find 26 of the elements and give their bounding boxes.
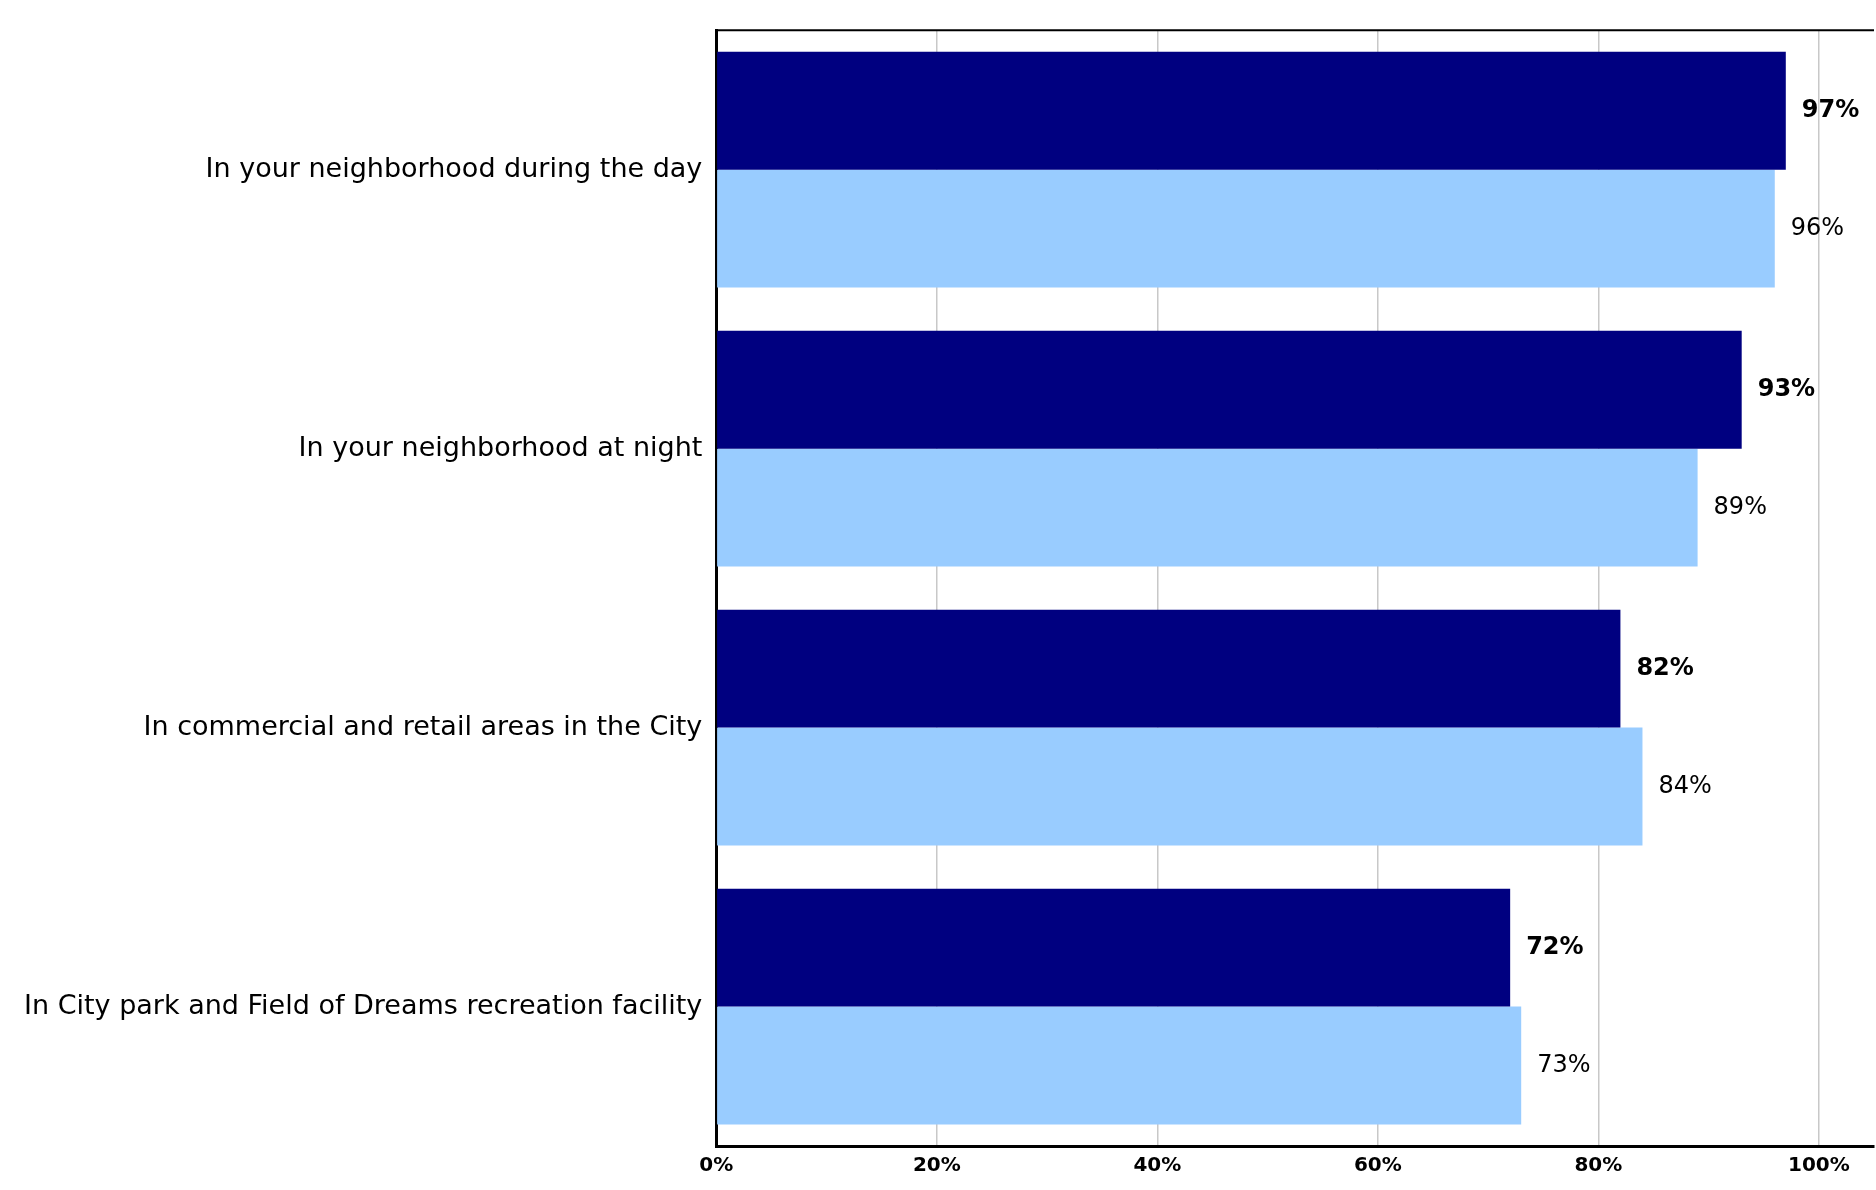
data-label: 82% (1636, 652, 1694, 681)
bar (717, 888, 1511, 1007)
bar (717, 1006, 1522, 1125)
x-tick-label: 100% (1787, 1152, 1850, 1177)
data-label: 73% (1537, 1049, 1591, 1078)
bar (717, 609, 1621, 728)
data-label: 89% (1713, 491, 1767, 520)
data-label: 97% (1801, 94, 1860, 123)
x-tick-label: 60% (1353, 1152, 1402, 1177)
bar (717, 448, 1698, 567)
y-tick-label: In your neighborhood at night (298, 430, 703, 462)
y-tick-label: In your neighborhood during the day (205, 151, 703, 183)
data-label: 84% (1658, 770, 1712, 799)
x-tick-label: 0% (699, 1152, 734, 1177)
y-tick-label: In commercial and retail areas in the City (143, 709, 703, 741)
data-label: 72% (1526, 931, 1584, 960)
x-tick-label: 80% (1574, 1152, 1623, 1177)
x-tick-label: 40% (1133, 1152, 1182, 1177)
bar (717, 51, 1786, 170)
bar (717, 727, 1643, 846)
y-tick-label: In City park and Field of Dreams recreation facility (23, 988, 703, 1020)
data-label: 93% (1757, 373, 1816, 402)
data-label: 96% (1790, 212, 1845, 241)
bar (717, 169, 1775, 288)
x-tick-label: 20% (912, 1152, 961, 1177)
bar (717, 330, 1742, 449)
